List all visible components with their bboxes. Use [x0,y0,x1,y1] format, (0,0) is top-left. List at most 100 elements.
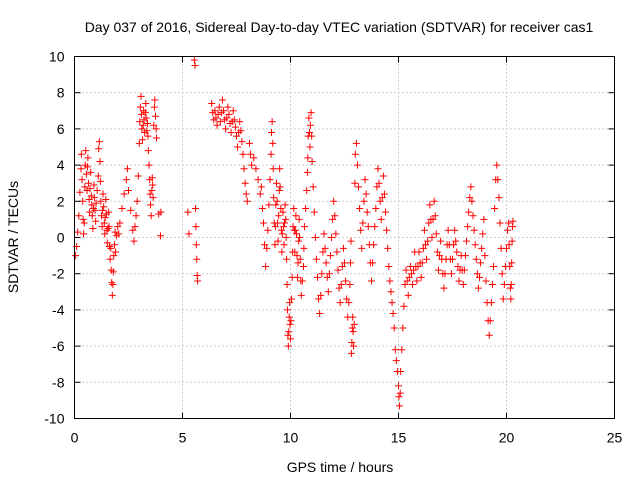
data-point [277,205,285,213]
data-point [261,241,269,249]
data-point [424,237,432,245]
data-point [105,243,113,251]
data-point [507,281,515,289]
y-tick-label: 10 [49,49,65,65]
data-point [294,259,302,267]
data-point [336,299,344,307]
data-point [275,212,283,220]
data-point [320,230,328,238]
y-tick-label: 4 [57,157,65,173]
data-point [123,165,131,173]
data-point [348,324,356,332]
data-point [91,206,99,214]
data-point [428,234,436,241]
data-point [100,203,108,211]
x-tick-label: 25 [607,430,623,446]
data-point [395,382,402,390]
data-point [389,310,397,318]
data-point [452,237,460,245]
data-point [499,295,507,303]
data-point [422,241,429,249]
data-point [351,179,359,187]
data-point [432,230,440,238]
data-point [509,217,517,225]
data-point [461,252,469,260]
data-point [213,121,221,129]
data-point [130,237,138,245]
data-point [216,118,224,126]
data-point [105,223,113,231]
data-point [87,192,95,200]
data-point [230,116,238,124]
data-point [402,266,410,274]
data-point [358,244,366,252]
data-point [267,150,275,158]
data-point [92,199,100,207]
data-point [323,273,331,281]
y-tick-label: 2 [57,193,65,209]
data-point [352,139,360,147]
data-point [326,252,334,260]
data-point [469,212,477,220]
data-point [471,241,479,249]
data-point [245,139,253,147]
data-point [150,121,158,129]
data-point [269,139,277,147]
data-point [84,154,92,162]
data-point [472,255,480,263]
data-point [474,284,482,292]
data-point [339,244,347,252]
data-point [429,215,437,223]
chart-title: Day 037 of 2016, Sidereal Day-to-day VTE… [85,19,594,35]
data-point [85,179,93,187]
data-point [286,320,294,328]
data-point [307,109,315,117]
data-point [239,150,247,158]
data-point [455,277,463,285]
y-tick-label: -8 [52,374,65,390]
data-point [105,208,113,216]
data-point [480,215,488,223]
data-point [283,255,291,263]
data-point [72,252,80,260]
data-point [464,223,472,231]
data-point [401,281,409,289]
data-point [318,270,326,278]
data-point [454,262,462,270]
data-point [274,237,282,245]
data-point [392,357,400,365]
data-point [86,185,94,193]
data-point [82,147,90,155]
data-point [382,208,390,216]
data-point [114,223,122,231]
data-point [284,342,292,350]
data-point [241,179,249,187]
data-point [425,219,433,227]
data-point [90,194,98,202]
data-point [363,208,371,216]
data-point [337,281,345,289]
data-point [304,154,312,162]
data-point [508,259,516,267]
data-point [390,324,398,332]
axis-ticks: 0 5 10 15 20 25 -10 -8 -6 -4 -2 0 2 4 6 8 10 [44,49,622,446]
data-point [185,230,193,238]
data-point [108,291,116,299]
data-point [229,107,237,115]
data-point [372,205,380,213]
data-point [285,313,293,321]
data-point [257,183,265,191]
data-point [343,295,351,303]
data-point [385,262,393,270]
x-tick-label: 0 [71,430,79,446]
data-point [436,252,444,260]
x-axis-title: GPS time / hours [287,459,394,475]
data-point [89,224,97,232]
data-point [298,277,306,285]
data-point [152,112,159,120]
data-point [317,291,325,299]
data-point [280,219,288,227]
data-point [75,212,83,220]
data-point [129,226,137,234]
